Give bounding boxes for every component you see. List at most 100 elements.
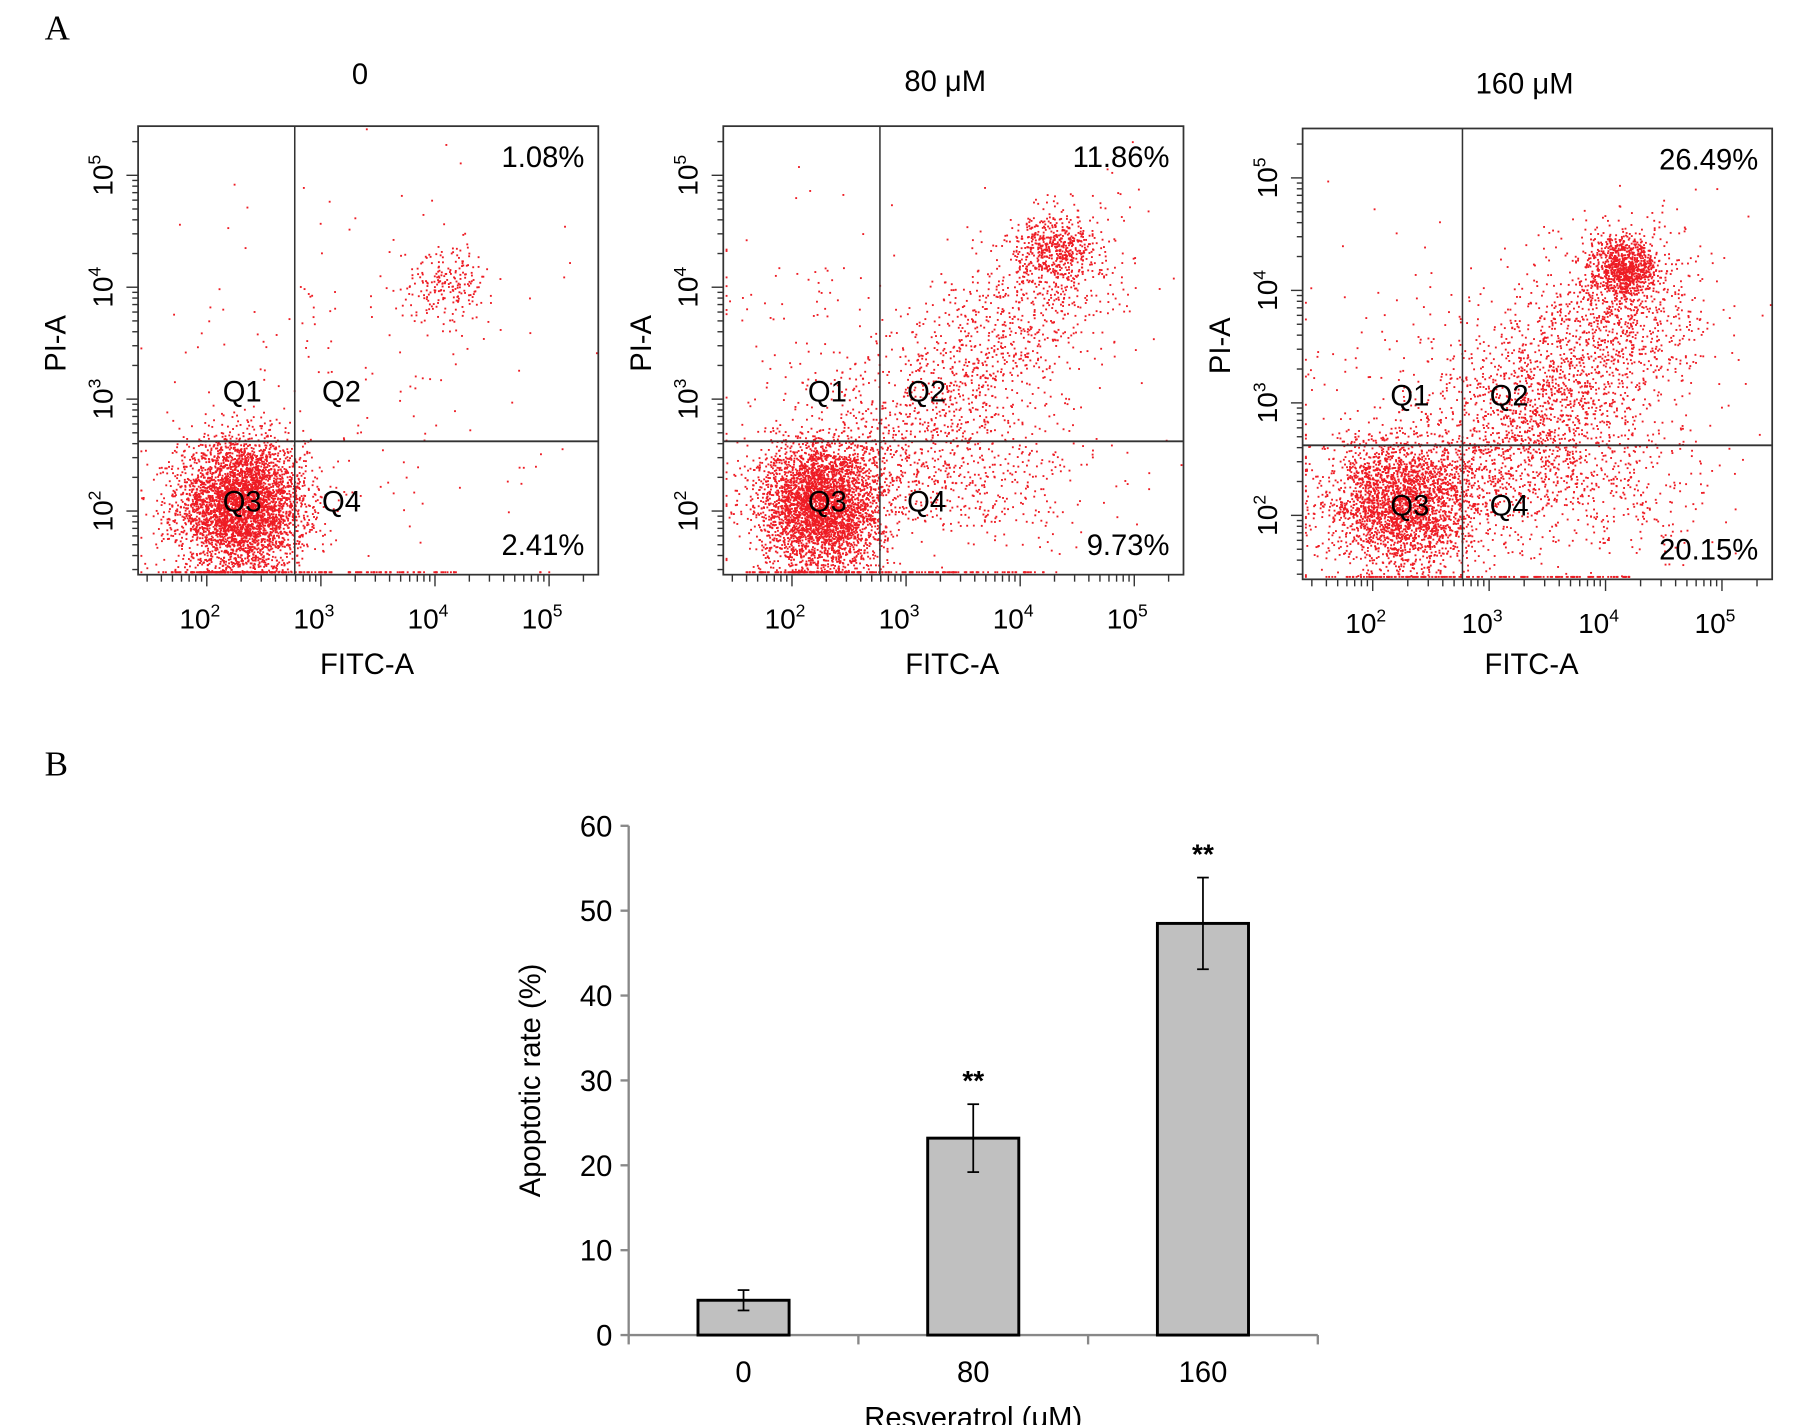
event-dot [330, 370, 333, 373]
event-dot [192, 533, 195, 536]
event-dot [449, 269, 452, 271]
event-dot [468, 252, 471, 255]
event-dot [168, 523, 171, 526]
event-dot [291, 557, 294, 560]
event-dot [423, 571, 425, 574]
event-dot [269, 548, 272, 551]
event-dot [156, 546, 159, 549]
event-dot [241, 558, 243, 561]
event-dot [427, 299, 430, 302]
event-dot [213, 499, 216, 502]
event-dot [211, 486, 214, 489]
event-dot [287, 513, 290, 516]
event-dot [372, 571, 375, 574]
event-dot [306, 543, 308, 546]
event-dot [443, 275, 446, 278]
event-dot [288, 318, 291, 321]
event-dot [192, 510, 194, 513]
event-dot [192, 509, 195, 511]
event-dot [263, 559, 266, 562]
event-dot [281, 559, 284, 562]
event-dot [203, 486, 205, 489]
event-dot [364, 378, 367, 381]
event-dot [437, 315, 439, 318]
event-dot [288, 561, 291, 564]
event-dot [417, 273, 420, 276]
event-dot [433, 571, 436, 574]
event-dot [278, 501, 281, 503]
event-dot [251, 537, 254, 540]
event-dot [219, 479, 222, 481]
event-dot [426, 334, 429, 337]
event-dot [229, 431, 231, 434]
event-dot [174, 519, 177, 522]
event-dot [232, 529, 235, 531]
event-dot [165, 467, 168, 470]
event-dot [254, 533, 257, 535]
event-dot [317, 512, 320, 514]
event-dot [184, 351, 187, 354]
event-dot [229, 461, 232, 464]
event-dot [253, 451, 256, 454]
event-dot [252, 453, 255, 456]
event-dot [223, 571, 226, 574]
event-dot [289, 495, 292, 498]
event-dot [238, 482, 241, 485]
event-dot [462, 233, 465, 236]
event-dot [173, 381, 176, 384]
event-dot [413, 491, 416, 494]
event-dot [274, 458, 277, 460]
event-dot [262, 448, 265, 451]
event-dot [291, 505, 294, 507]
event-dot [459, 277, 462, 280]
event-dot [255, 434, 258, 437]
event-dot [233, 183, 236, 186]
panel-label-a: A [45, 9, 71, 48]
event-dot [196, 564, 199, 567]
event-dot [237, 543, 240, 546]
event-dot [281, 492, 284, 495]
event-dot [194, 493, 196, 496]
event-dot [442, 330, 444, 333]
event-dot [454, 271, 457, 274]
event-dot [298, 488, 301, 490]
event-dot [142, 496, 145, 499]
event-dot [266, 463, 269, 466]
event-dot [268, 517, 271, 520]
event-dot [274, 541, 277, 544]
event-dot [252, 527, 255, 530]
event-dot [327, 347, 330, 350]
event-dot [196, 524, 199, 527]
event-dot [235, 424, 238, 427]
event-dot [210, 466, 213, 469]
event-dot [272, 550, 275, 553]
event-dot [304, 495, 307, 497]
event-dot [201, 444, 204, 446]
event-dot [271, 495, 274, 497]
event-dot [246, 453, 249, 456]
event-dot [278, 561, 281, 564]
event-dot [787, 461, 790, 464]
event-dot [237, 457, 240, 460]
event-dot [190, 505, 193, 508]
event-dot [188, 510, 191, 513]
x-tick-label: 103 [293, 601, 334, 635]
y-tick-exponent: 5 [85, 155, 105, 165]
event-dot [195, 491, 198, 494]
event-dot [371, 372, 374, 375]
event-dot [226, 425, 229, 428]
event-dot [419, 276, 422, 279]
event-dot [214, 547, 217, 550]
event-dot [222, 432, 225, 435]
event-dot [442, 571, 445, 574]
event-dot [320, 470, 323, 473]
event-dot [190, 464, 193, 467]
event-dot [272, 473, 275, 475]
event-dot [254, 490, 257, 493]
event-dot [213, 509, 216, 512]
event-dot [219, 562, 222, 565]
event-dot [212, 489, 215, 492]
event-dot [266, 488, 269, 491]
event-dot [272, 499, 275, 502]
event-dot [249, 566, 252, 569]
